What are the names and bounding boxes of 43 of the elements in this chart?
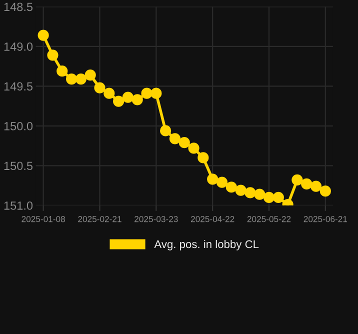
y-tick-label: 148.5: [4, 2, 33, 12]
x-tick-label: 2025-06-21: [304, 216, 348, 222]
point: [272, 192, 284, 204]
y-tick-label: 150.5: [4, 162, 33, 170]
y-tick-label: 149.0: [4, 42, 33, 51]
x-tick-label: 2025-04-22: [190, 216, 234, 222]
point: [160, 125, 172, 136]
point: [94, 82, 106, 94]
point: [198, 152, 209, 164]
point: [178, 137, 190, 148]
point: [263, 192, 275, 204]
point: [132, 94, 143, 106]
point: [66, 73, 78, 85]
point: [301, 178, 312, 190]
point: [310, 180, 322, 192]
x-tick-label: 2025-05-22: [247, 216, 291, 222]
point: [104, 88, 115, 99]
point: [122, 92, 134, 103]
x-tick-label: 2025-03-23: [134, 216, 178, 222]
point: [169, 133, 181, 144]
point: [254, 188, 266, 200]
point: [320, 186, 331, 197]
point: [84, 69, 96, 81]
point: [56, 66, 68, 77]
point: [188, 142, 200, 154]
y-tick-label: 151.0: [4, 201, 33, 210]
x-tick-label: 2025-02-21: [78, 216, 122, 222]
point: [226, 182, 237, 193]
point: [150, 88, 162, 99]
point: [141, 88, 152, 99]
point: [216, 176, 228, 188]
x-tick-label: 2025-01-08: [22, 216, 65, 222]
point: [292, 174, 303, 186]
point: [235, 184, 246, 196]
point: [207, 174, 218, 185]
point: [75, 73, 86, 85]
y-tick-label: 149.5: [4, 82, 33, 91]
point: [244, 187, 256, 198]
point: [112, 96, 124, 107]
legend-label: Avg. pos. in lobby CL: [154, 240, 259, 250]
point: [38, 30, 49, 41]
y-tick-label: 150.0: [4, 122, 33, 130]
point: [47, 50, 58, 61]
